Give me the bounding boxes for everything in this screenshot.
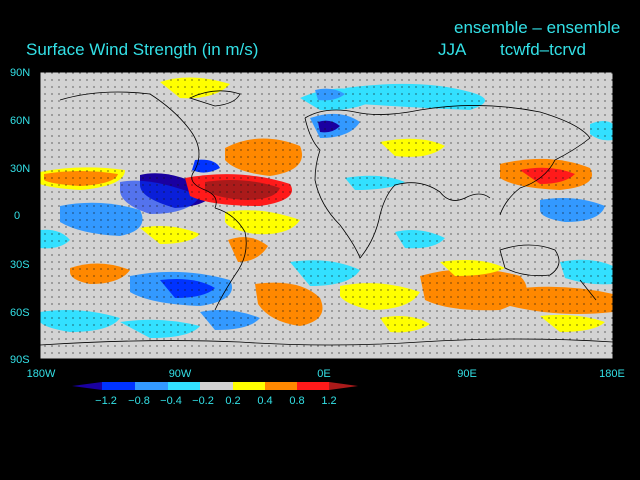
colorbar-label: −1.2	[95, 395, 117, 407]
lat-label-30n: 30N	[10, 163, 31, 175]
experiment-label: tcwfd–tcrvd	[500, 40, 586, 59]
colorbar-label: 1.2	[321, 395, 337, 407]
colorbar-segment	[329, 382, 358, 390]
map-field	[40, 72, 613, 359]
colorbar-label: −0.4	[160, 395, 182, 407]
lat-label-60n: 60N	[10, 115, 31, 127]
colorbar-segment	[168, 382, 200, 390]
significance-stipple	[40, 72, 613, 359]
colorbar-label: 0.4	[257, 395, 273, 407]
subtitle: ensemble – ensemble	[454, 18, 621, 37]
lat-label-90n: 90N	[10, 67, 31, 79]
lon-label-180e: 180E	[599, 368, 625, 380]
lon-label-180w: 180W	[26, 368, 56, 380]
colorbar-segment	[102, 382, 135, 390]
lat-label-30s: 30S	[10, 259, 30, 271]
colorbar-segment	[135, 382, 168, 390]
colorbar-segment	[265, 382, 297, 390]
lat-label-0: 0	[14, 210, 21, 222]
colorbar-segment	[200, 382, 233, 390]
coastlines	[40, 90, 613, 346]
lat-label-60s: 60S	[10, 307, 30, 319]
colorbar-label: −0.2	[192, 395, 214, 407]
map-frame	[39, 71, 614, 360]
season-label: JJA	[438, 40, 467, 59]
lon-label-0e: 0E	[317, 368, 331, 380]
colorbar	[72, 382, 358, 390]
map-title: Surface Wind Strength (in m/s)	[26, 40, 259, 59]
lon-label-90w: 90W	[168, 368, 192, 380]
lon-label-90e: 90E	[457, 368, 477, 380]
lat-label-90s: 90S	[10, 354, 30, 366]
colorbar-segment	[297, 382, 329, 390]
colorbar-segment	[72, 382, 102, 390]
colorbar-segment	[233, 382, 265, 390]
colorbar-label: 0.8	[289, 395, 305, 407]
colorbar-label: 0.2	[225, 395, 241, 407]
colorbar-label: −0.8	[128, 395, 150, 407]
